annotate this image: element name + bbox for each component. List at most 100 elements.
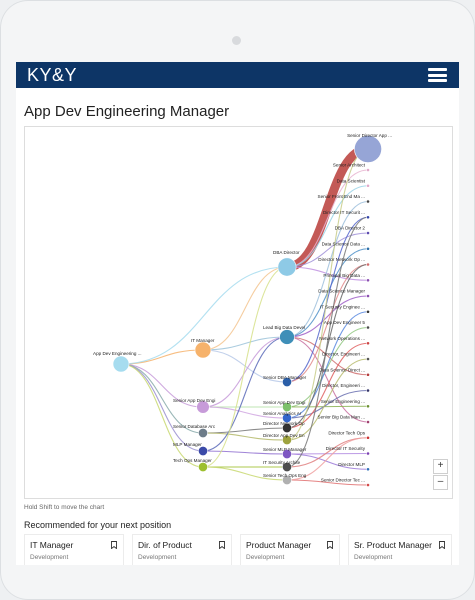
sankey-link[interactable] <box>286 311 369 419</box>
recommend-card[interactable]: Dir. of Product Development <box>132 534 232 565</box>
app-screen: KY&Y App Dev Engineering Manager App Dev… <box>16 62 459 565</box>
sankey-link[interactable] <box>286 169 369 268</box>
sankey-link[interactable] <box>120 363 204 468</box>
sankey-link[interactable] <box>202 336 288 452</box>
sankey-node[interactable] <box>277 257 297 277</box>
sankey-node[interactable] <box>282 449 292 459</box>
zoom-out-button[interactable]: – <box>433 475 448 490</box>
sankey-node[interactable] <box>366 404 370 409</box>
sankey-link[interactable] <box>120 363 204 408</box>
sankey-node[interactable] <box>366 372 370 377</box>
sankey-link[interactable] <box>286 437 369 481</box>
sankey-node[interactable] <box>112 355 130 373</box>
sankey-node-label: IT Manager <box>191 338 215 343</box>
sankey-svg[interactable]: App Dev Engineering ... IT Manager Senior … <box>25 127 452 498</box>
sankey-node[interactable] <box>366 199 370 204</box>
sankey-link[interactable] <box>286 263 369 429</box>
sankey-link[interactable] <box>202 336 288 408</box>
sankey-link[interactable] <box>286 405 369 408</box>
sankey-link[interactable] <box>286 452 369 455</box>
sankey-node-label: Lead Big Data Devel <box>263 325 305 330</box>
recommend-card[interactable]: Sr. Product Manager Development <box>348 534 452 565</box>
sankey-node[interactable] <box>282 462 292 472</box>
sankey-link[interactable] <box>202 466 288 481</box>
sankey-node[interactable] <box>366 341 370 346</box>
sankey-link[interactable] <box>202 336 288 351</box>
sankey-node[interactable] <box>354 135 382 163</box>
sankey-node[interactable] <box>366 168 370 172</box>
sankey-node[interactable] <box>366 388 370 393</box>
sankey-node[interactable] <box>366 294 370 298</box>
sankey-node[interactable] <box>366 309 370 314</box>
hamburger-menu-icon[interactable] <box>428 68 447 82</box>
card-title: Product Manager <box>246 540 312 550</box>
sankey-link[interactable] <box>286 342 369 429</box>
brand-logo[interactable]: KY&Y <box>27 65 78 85</box>
sankey-node[interactable] <box>198 446 208 456</box>
sankey-node[interactable] <box>366 278 370 283</box>
bookmark-icon[interactable] <box>111 541 117 549</box>
sankey-node[interactable] <box>282 377 292 387</box>
recommend-card[interactable]: IT Manager Development <box>24 534 124 565</box>
sankey-link[interactable] <box>286 266 369 281</box>
sankey-link[interactable] <box>286 263 369 383</box>
sankey-link[interactable] <box>286 326 369 408</box>
sankey-link[interactable] <box>286 336 369 423</box>
sankey-link[interactable] <box>286 358 369 441</box>
sankey-node[interactable] <box>366 435 370 440</box>
bookmark-icon[interactable] <box>327 541 333 549</box>
sankey-link[interactable] <box>202 432 288 441</box>
sankey-node[interactable] <box>366 467 370 472</box>
career-path-chart[interactable]: App Dev Engineering ... IT Manager Senior … <box>24 126 453 499</box>
sankey-node[interactable] <box>282 423 292 433</box>
bookmark-icon[interactable] <box>439 541 445 549</box>
recommend-card[interactable]: Product Manager Development <box>240 534 340 565</box>
sankey-node-label: App Dev Engineer 5 <box>324 320 366 325</box>
sankey-node[interactable] <box>279 329 295 345</box>
sankey-node[interactable] <box>366 215 370 220</box>
sankey-node[interactable] <box>196 400 210 414</box>
sankey-node[interactable] <box>366 246 370 251</box>
sankey-node[interactable] <box>282 435 292 445</box>
sankey-node[interactable] <box>366 420 370 424</box>
sankey-link[interactable] <box>202 450 288 455</box>
sankey-link[interactable] <box>202 266 288 468</box>
sankey-node-label: Principal Big Data ... <box>323 273 365 278</box>
sankey-link[interactable] <box>286 144 369 272</box>
bookmark-icon[interactable] <box>219 541 225 549</box>
sankey-link[interactable] <box>286 148 369 441</box>
sankey-node[interactable] <box>366 357 370 361</box>
sankey-node[interactable] <box>198 462 208 472</box>
sankey-link[interactable] <box>202 266 288 351</box>
sankey-link[interactable] <box>286 200 369 338</box>
zoom-in-button[interactable]: + <box>433 459 448 474</box>
sankey-link[interactable] <box>286 216 369 468</box>
sankey-link[interactable] <box>286 479 369 486</box>
sankey-node[interactable] <box>194 341 212 359</box>
sankey-node[interactable] <box>282 475 292 485</box>
sankey-link[interactable] <box>202 406 288 419</box>
sankey-node-label: Senior MLP Manager <box>263 447 307 452</box>
sankey-link[interactable] <box>286 295 369 338</box>
sankey-link[interactable] <box>120 266 288 365</box>
sankey-node[interactable] <box>366 451 370 456</box>
sankey-node[interactable] <box>366 262 370 267</box>
sankey-node-label: MLP Manager <box>173 442 202 447</box>
sankey-node[interactable] <box>198 428 208 438</box>
sankey-link[interactable] <box>286 389 369 419</box>
sankey-node[interactable] <box>366 325 370 330</box>
sankey-node[interactable] <box>366 483 370 487</box>
sankey-link[interactable] <box>286 336 369 376</box>
sankey-link[interactable] <box>120 363 204 452</box>
sankey-nodes: App Dev Engineering ... IT Manager Senior … <box>93 133 392 487</box>
sankey-node-label: Tech Ops Manager <box>173 458 212 463</box>
sankey-link[interactable] <box>286 185 369 268</box>
sankey-link[interactable] <box>286 232 369 268</box>
sankey-node[interactable] <box>282 413 292 423</box>
sankey-node[interactable] <box>366 183 370 188</box>
sankey-link[interactable] <box>286 216 369 383</box>
sankey-node[interactable] <box>282 402 292 412</box>
sankey-node-label: Senior Analytics Ar <box>263 411 302 416</box>
sankey-node[interactable] <box>366 231 370 235</box>
